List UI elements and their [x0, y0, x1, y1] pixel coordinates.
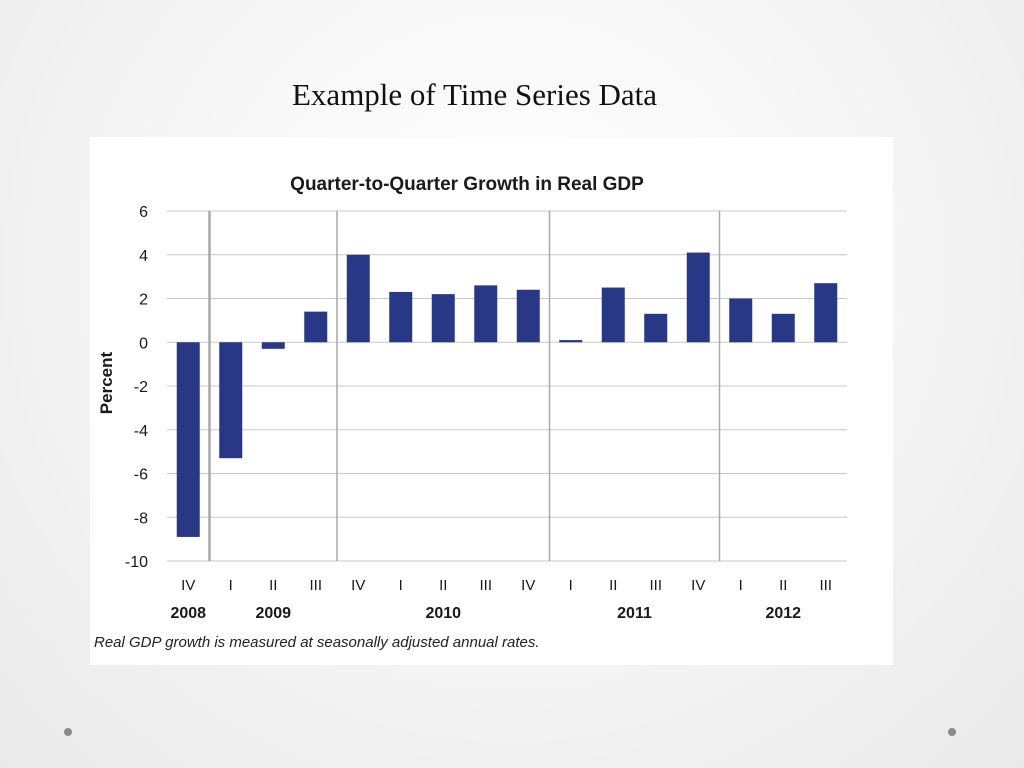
slide-decoration-dot-left: [64, 728, 72, 736]
chart-footnote: Real GDP growth is measured at seasonall…: [94, 634, 540, 651]
x-tick-label: II: [269, 577, 277, 594]
slide-decoration-dot-right: [948, 728, 956, 736]
year-label: 2010: [425, 605, 461, 622]
x-tick-label: I: [739, 577, 743, 594]
x-tick-label: II: [439, 577, 447, 594]
bar-layer: [176, 252, 838, 537]
x-tick-label: III: [649, 577, 662, 594]
bar-7: [474, 285, 498, 343]
y-tick-label: -8: [134, 510, 148, 527]
bar-6: [431, 294, 455, 343]
bar-13: [729, 298, 753, 343]
x-tick-label: I: [229, 577, 233, 594]
chart-panel: 6 4 2 0 -2 -4 -6 -8 -10 IV I II III IV I II III IV I II III…: [90, 137, 893, 665]
year-label: 2009: [255, 605, 291, 622]
y-tick-label: 0: [139, 335, 148, 352]
x-tick-label: IV: [181, 577, 195, 594]
year-label: 2008: [170, 605, 206, 622]
bar-9: [559, 340, 583, 343]
y-tick-label: 6: [139, 204, 148, 221]
bar-5: [389, 291, 413, 343]
year-label: 2011: [617, 605, 652, 622]
y-tick-label: -2: [134, 379, 148, 396]
bar-8: [516, 289, 540, 343]
bar-0: [176, 342, 200, 537]
x-tick-label: II: [779, 577, 787, 594]
chart-title: Quarter-to-Quarter Growth in Real GDP: [290, 174, 644, 195]
y-axis-label: Percent: [97, 351, 116, 414]
bar-10: [601, 287, 625, 343]
bar-3: [304, 311, 328, 343]
bar-1: [219, 342, 243, 459]
year-label-layer: 2008 2009 2010 2011 2012: [170, 605, 801, 622]
x-tick-label: IV: [691, 577, 705, 594]
bar-4: [346, 254, 370, 343]
grid-layer: [167, 210, 847, 562]
y-tick-label: 2: [139, 292, 148, 309]
x-tick-label: II: [609, 577, 617, 594]
year-label: 2012: [765, 605, 801, 622]
x-tick-label: I: [569, 577, 573, 594]
bar-11: [644, 313, 668, 343]
year-divider-layer: [208, 211, 721, 561]
y-tick-label: -10: [125, 554, 148, 571]
bar-12: [686, 252, 710, 343]
y-tick-label: -6: [134, 467, 148, 484]
y-tick-label: -4: [134, 423, 148, 440]
x-tick-label: IV: [521, 577, 535, 594]
slide-title: Example of Time Series Data: [292, 77, 658, 112]
y-tick-label-layer: 6 4 2 0 -2 -4 -6 -8 -10: [125, 204, 148, 571]
x-tick-label: III: [819, 577, 832, 594]
bar-14: [771, 313, 795, 343]
x-tick-label-layer: IV I II III IV I II III IV I II III IV I II III: [181, 577, 832, 594]
bar-15: [814, 283, 838, 343]
x-tick-label: IV: [351, 577, 365, 594]
y-tick-label: 4: [139, 248, 148, 265]
bar-2: [261, 342, 285, 349]
x-tick-label: I: [399, 577, 403, 594]
x-tick-label: III: [479, 577, 492, 594]
x-tick-label: III: [309, 577, 322, 594]
